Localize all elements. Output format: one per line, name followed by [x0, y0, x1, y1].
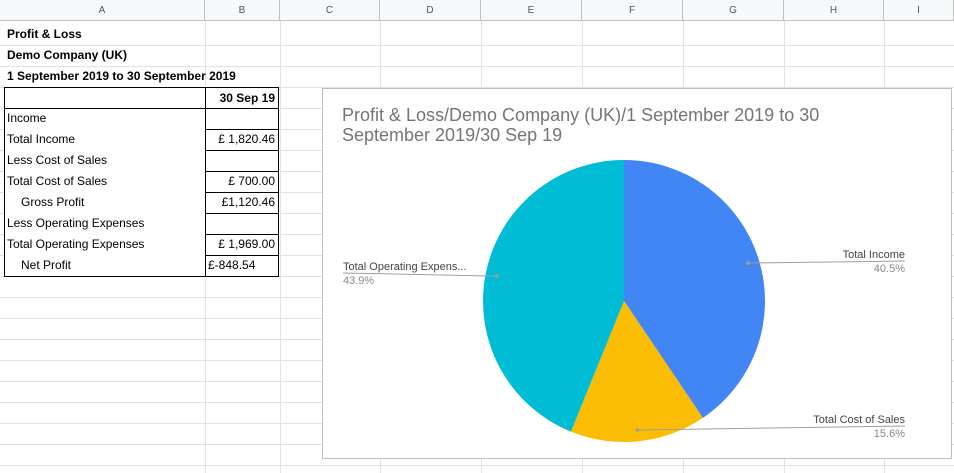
- leader-line-2: [342, 272, 497, 277]
- row-label-gross-profit[interactable]: Gross Profit: [21, 195, 85, 209]
- pie-chart[interactable]: Profit & Loss/Demo Company (UK)/1 Septem…: [322, 88, 952, 459]
- leader-line-0: [748, 260, 906, 264]
- pie-slice-1[interactable]: [570, 301, 703, 442]
- table-border: [4, 276, 279, 277]
- leader-line-1: [637, 425, 906, 431]
- table-border: [205, 150, 278, 151]
- table-border: [278, 87, 279, 277]
- row-label-total-operating-expenses[interactable]: Total Operating Expenses: [7, 237, 145, 251]
- row-value-total-income[interactable]: £ 1,820.46: [218, 132, 275, 146]
- column-header-i[interactable]: I: [884, 0, 954, 21]
- grid-line: [0, 66, 954, 67]
- table-border: [205, 234, 278, 235]
- row-label-net-profit[interactable]: Net Profit: [21, 258, 72, 272]
- row-value-total-operating-expenses[interactable]: £ 1,969.00: [218, 237, 275, 251]
- column-header-h[interactable]: H: [784, 0, 884, 21]
- row-value-gross-profit[interactable]: £1,120.46: [221, 195, 275, 209]
- column-header-d[interactable]: D: [380, 0, 481, 21]
- column-header-a[interactable]: A: [0, 0, 205, 21]
- table-border: [205, 192, 278, 193]
- pie-slice-2[interactable]: [483, 160, 624, 432]
- pl-table-background: [4, 88, 278, 276]
- row-label-income[interactable]: Income: [7, 111, 47, 125]
- pie-slice-0[interactable]: [624, 160, 765, 418]
- row-value-total-cost-of-sales[interactable]: £ 700.00: [228, 174, 275, 188]
- table-border: [4, 87, 279, 88]
- row-label-less-cost-of-sales[interactable]: Less Cost of Sales: [7, 153, 108, 167]
- table-border: [205, 255, 278, 256]
- table-border: [205, 171, 278, 172]
- slice-label-2: Total Operating Expens...: [343, 261, 467, 273]
- slice-percent-2: 43.9%: [343, 275, 374, 287]
- column-header-f[interactable]: F: [582, 0, 683, 21]
- column-header-g[interactable]: G: [683, 0, 784, 21]
- row-label-total-cost-of-sales[interactable]: Total Cost of Sales: [7, 174, 108, 188]
- column-header-c[interactable]: C: [280, 0, 380, 21]
- row-label-total-income[interactable]: Total Income: [7, 132, 76, 146]
- slice-percent-1: 15.6%: [874, 428, 905, 440]
- company-name-cell[interactable]: Demo Company (UK): [7, 48, 128, 62]
- report-title-cell[interactable]: Profit & Loss: [7, 27, 82, 41]
- row-value-less-cost-of-sales[interactable]: [205, 150, 278, 171]
- table-border: [205, 129, 278, 130]
- slice-label-0: Total Income: [843, 249, 905, 261]
- table-border: [205, 213, 278, 214]
- pie-chart-svg: Total Income 40.5% Total Cost of Sales 15.6…: [342, 160, 906, 442]
- grid-line: [280, 21, 281, 473]
- column-header-b[interactable]: B: [205, 0, 280, 21]
- column-header-e[interactable]: E: [481, 0, 582, 21]
- table-border: [4, 108, 279, 109]
- grid-line: [0, 465, 954, 466]
- row-value-income[interactable]: [205, 108, 278, 129]
- row-label-less-operating-expenses[interactable]: Less Operating Expenses: [7, 216, 145, 230]
- table-border: [205, 87, 206, 277]
- slice-percent-0: 40.5%: [874, 263, 905, 275]
- row-value-net-profit[interactable]: £-848.54: [208, 258, 256, 272]
- table-border: [4, 87, 5, 277]
- row-value-less-operating-expenses[interactable]: [205, 213, 278, 234]
- slice-label-1: Total Cost of Sales: [813, 414, 905, 426]
- grid-line: [0, 45, 954, 46]
- report-period-cell[interactable]: 1 September 2019 to 30 September 2019: [7, 69, 236, 83]
- chart-title: Profit & Loss/Demo Company (UK)/1 Septem…: [342, 105, 820, 145]
- date-column-header-cell[interactable]: 30 Sep 19: [219, 91, 275, 105]
- grid-line: [0, 87, 954, 88]
